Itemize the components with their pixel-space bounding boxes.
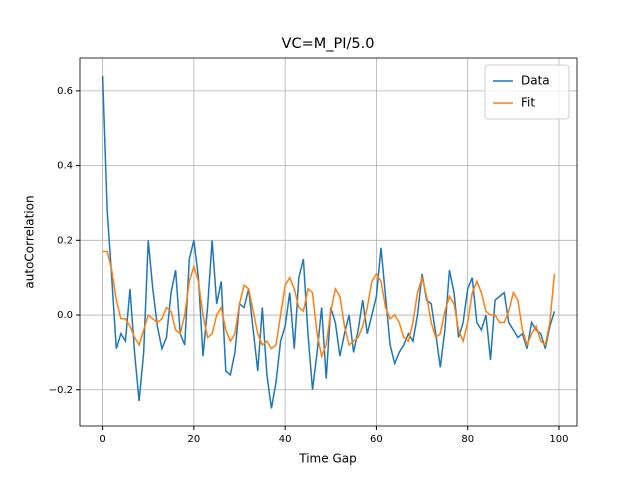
y-tick-label: −0.2	[49, 385, 73, 396]
chart-title: VC=M_PI/5.0	[282, 36, 375, 52]
x-axis-label: Time Gap	[298, 452, 356, 466]
y-axis-label: autoCorrelation	[23, 195, 37, 288]
y-tick-label: 0.6	[57, 86, 73, 97]
legend-label: Fit	[521, 96, 535, 110]
x-tick-label: 20	[188, 434, 201, 445]
x-tick-label: 80	[461, 434, 474, 445]
x-tick-label: 0	[99, 434, 105, 445]
y-tick-label: 0.4	[57, 161, 73, 172]
y-tick-label: 0.2	[57, 235, 73, 246]
data-line	[101, 75, 556, 409]
legend-label: Data	[521, 74, 550, 88]
x-tick-label: 60	[370, 434, 383, 445]
legend-box	[484, 64, 570, 120]
data-line	[102, 250, 556, 359]
legend: Data Fit	[484, 64, 570, 120]
y-tick-label: 0.0	[57, 310, 73, 321]
x-tick-label: 40	[279, 434, 292, 445]
plot-frame	[79, 57, 578, 427]
x-tick-label: 100	[549, 434, 568, 445]
